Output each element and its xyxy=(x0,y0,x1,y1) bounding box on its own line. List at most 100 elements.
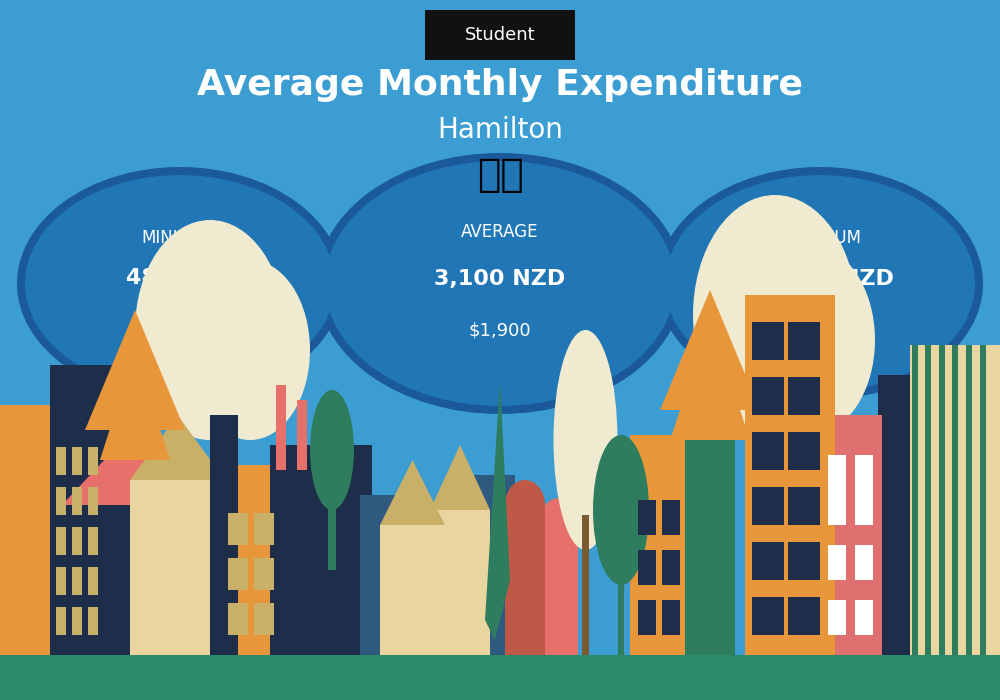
Ellipse shape xyxy=(593,435,649,585)
Bar xyxy=(380,525,445,655)
Polygon shape xyxy=(430,445,490,510)
Bar xyxy=(912,345,918,655)
Bar xyxy=(788,487,820,525)
Ellipse shape xyxy=(317,153,683,414)
Polygon shape xyxy=(670,320,750,440)
Bar xyxy=(638,550,656,585)
Text: AVERAGE: AVERAGE xyxy=(461,223,539,241)
Polygon shape xyxy=(100,350,170,460)
Bar xyxy=(210,415,238,655)
Bar xyxy=(788,597,820,635)
Bar xyxy=(828,490,846,525)
Bar xyxy=(430,510,490,655)
Text: MAXIMUM: MAXIMUM xyxy=(778,229,861,247)
Ellipse shape xyxy=(745,245,875,435)
Bar xyxy=(88,447,98,475)
Ellipse shape xyxy=(657,167,983,400)
Bar xyxy=(360,495,395,655)
Bar xyxy=(752,432,784,470)
Bar xyxy=(855,600,873,635)
Polygon shape xyxy=(660,290,760,410)
Polygon shape xyxy=(485,380,510,640)
Text: Student: Student xyxy=(465,26,535,44)
Bar xyxy=(50,365,130,655)
Bar xyxy=(855,545,873,580)
Bar xyxy=(62,505,212,655)
Bar xyxy=(130,480,225,655)
Bar xyxy=(582,515,589,655)
Bar xyxy=(72,447,82,475)
Bar xyxy=(855,455,873,490)
Bar xyxy=(685,385,735,655)
Bar xyxy=(254,513,274,545)
Ellipse shape xyxy=(25,175,335,392)
Ellipse shape xyxy=(540,498,578,542)
Bar xyxy=(952,345,958,655)
Bar xyxy=(630,435,690,655)
Polygon shape xyxy=(85,310,185,430)
Bar xyxy=(925,345,931,655)
Bar xyxy=(425,10,575,60)
Text: MINIMUM: MINIMUM xyxy=(141,229,219,247)
Bar xyxy=(88,487,98,515)
Bar xyxy=(88,607,98,635)
Bar xyxy=(752,597,784,635)
Bar xyxy=(88,567,98,595)
Bar xyxy=(752,487,784,525)
Bar xyxy=(662,550,680,585)
Bar xyxy=(276,385,286,470)
Text: Hamilton: Hamilton xyxy=(437,116,563,144)
Bar xyxy=(270,445,345,655)
Bar xyxy=(254,558,274,590)
Bar xyxy=(56,527,66,555)
Bar xyxy=(0,655,1000,700)
Bar xyxy=(662,500,680,535)
Bar xyxy=(56,487,66,515)
Bar xyxy=(662,600,680,635)
Bar xyxy=(966,345,972,655)
Ellipse shape xyxy=(310,390,354,510)
Bar xyxy=(228,558,248,590)
Ellipse shape xyxy=(665,175,975,392)
Ellipse shape xyxy=(17,167,343,400)
Text: $290: $290 xyxy=(157,316,203,334)
Bar xyxy=(939,345,945,655)
Bar xyxy=(752,542,784,580)
Bar xyxy=(0,405,65,655)
Bar xyxy=(72,567,82,595)
Bar xyxy=(330,445,372,655)
Bar xyxy=(297,400,307,470)
Bar xyxy=(828,545,846,580)
Ellipse shape xyxy=(693,195,857,435)
Bar xyxy=(328,490,336,570)
Bar xyxy=(505,510,545,655)
Polygon shape xyxy=(380,460,445,525)
Bar xyxy=(855,490,873,525)
Text: 3,100 NZD: 3,100 NZD xyxy=(434,269,566,288)
Bar xyxy=(820,415,882,655)
Ellipse shape xyxy=(135,220,285,440)
Text: 21,000 NZD: 21,000 NZD xyxy=(747,269,893,288)
Bar xyxy=(788,542,820,580)
Bar xyxy=(540,520,578,655)
Bar xyxy=(618,555,624,655)
Bar xyxy=(828,455,846,490)
Text: $1,900: $1,900 xyxy=(469,321,531,339)
Polygon shape xyxy=(62,425,212,505)
Bar xyxy=(56,447,66,475)
Bar xyxy=(752,322,784,360)
Ellipse shape xyxy=(505,480,545,530)
Bar xyxy=(88,527,98,555)
Text: Average Monthly Expenditure: Average Monthly Expenditure xyxy=(197,68,803,102)
Text: 480 NZD: 480 NZD xyxy=(126,269,234,288)
Bar xyxy=(228,603,248,635)
Bar xyxy=(254,603,274,635)
Ellipse shape xyxy=(190,260,310,440)
Bar xyxy=(828,600,846,635)
Bar xyxy=(220,465,285,655)
Bar xyxy=(465,475,515,655)
Bar xyxy=(788,322,820,360)
Bar xyxy=(788,377,820,415)
Bar xyxy=(745,295,835,655)
Bar xyxy=(72,527,82,555)
